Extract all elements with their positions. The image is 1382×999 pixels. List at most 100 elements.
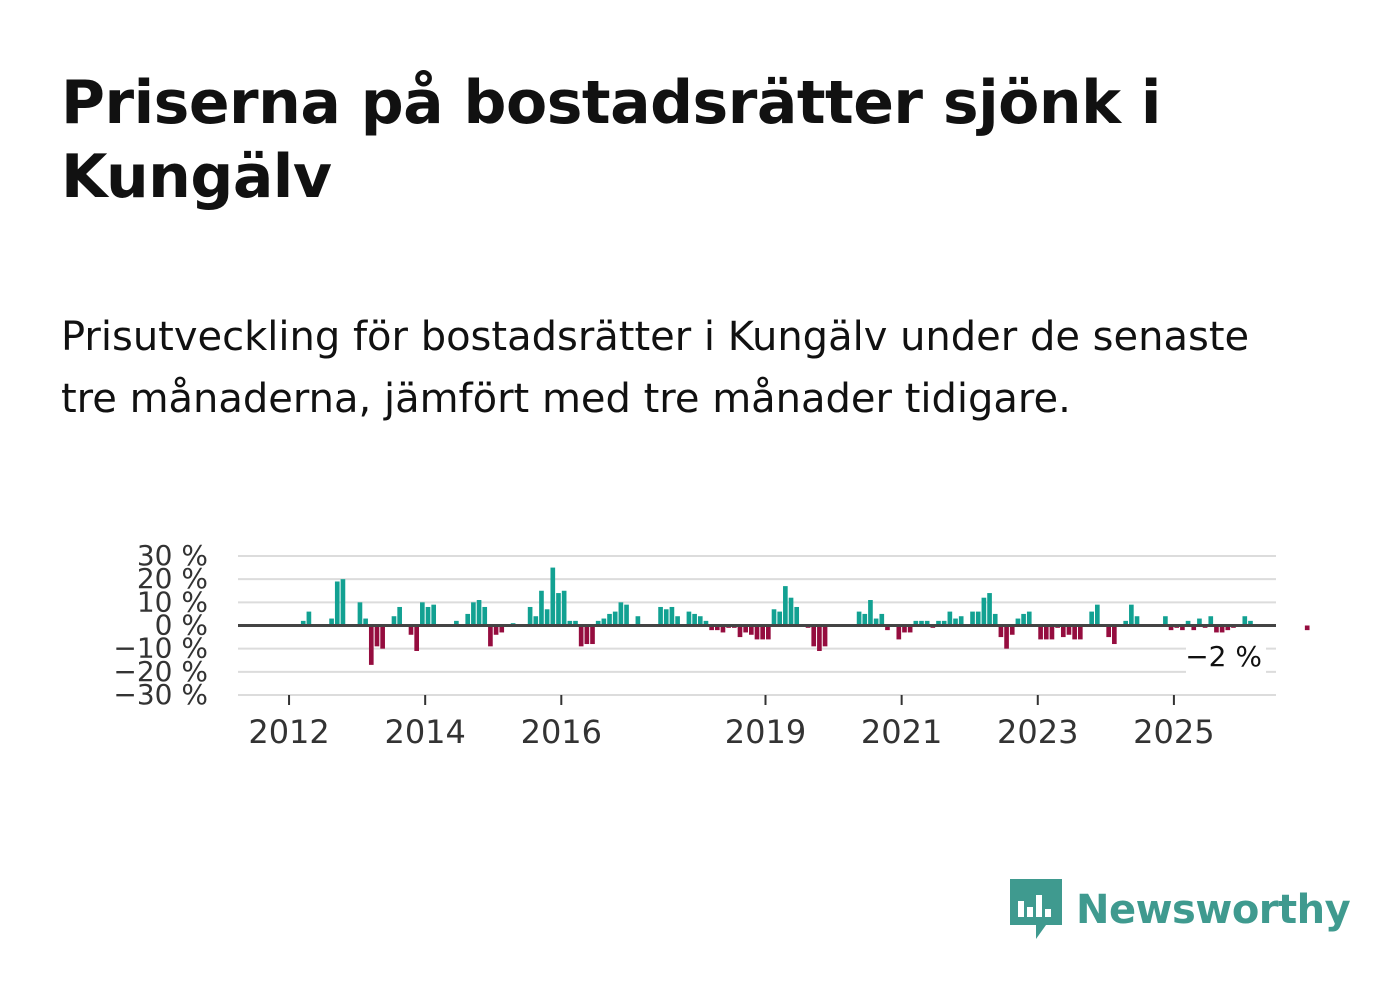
bar [879, 613, 885, 626]
bar [1043, 625, 1049, 640]
bar [692, 613, 697, 626]
bar [493, 625, 499, 635]
bar [1134, 616, 1140, 626]
bar [885, 625, 890, 631]
bar [958, 616, 964, 626]
bar [561, 590, 567, 626]
bar [1129, 604, 1134, 626]
bar [992, 613, 998, 626]
bar [635, 616, 641, 626]
bar [340, 579, 346, 626]
bar [357, 602, 363, 626]
bar [941, 620, 947, 626]
bar [471, 602, 476, 626]
bar [1242, 616, 1248, 626]
bar [527, 606, 533, 626]
bar [1248, 620, 1253, 626]
bar [539, 590, 544, 626]
bar [607, 613, 612, 626]
bar [425, 606, 431, 626]
x-tick-label: 2025 [1133, 713, 1214, 751]
bar [454, 620, 459, 626]
bar [783, 586, 788, 626]
bar [1072, 625, 1077, 640]
bar [998, 625, 1004, 638]
bar [1106, 625, 1111, 638]
bar [1026, 611, 1032, 626]
bar [584, 625, 590, 645]
x-tick-label: 2012 [248, 713, 329, 751]
bar [374, 625, 380, 647]
bar [766, 625, 771, 640]
bar [822, 625, 828, 647]
bar [936, 620, 941, 626]
bar [612, 611, 618, 626]
bar [697, 616, 703, 626]
bar [1015, 618, 1021, 626]
bar [856, 611, 862, 626]
bar [414, 625, 419, 651]
bar [1219, 625, 1225, 633]
bar [618, 602, 624, 626]
bar [329, 618, 334, 626]
bar [686, 611, 692, 626]
newsworthy-logo: Newsworthy [1010, 878, 1351, 942]
bar [902, 625, 907, 633]
bar [675, 616, 680, 626]
bar [397, 606, 402, 626]
bar [465, 613, 471, 626]
bar [544, 609, 550, 626]
bar [1049, 625, 1055, 640]
bar [1112, 625, 1117, 645]
bar [601, 618, 607, 626]
bar [919, 620, 924, 626]
bar [476, 600, 482, 626]
chart-subtitle: Prisutveckling för bostadsrätter i Kungä… [61, 314, 1250, 422]
bar [368, 625, 374, 665]
bar [578, 625, 584, 647]
bar [788, 597, 794, 626]
bar [1214, 625, 1219, 633]
bar [981, 597, 987, 626]
bar [624, 604, 629, 626]
bar [1197, 618, 1202, 626]
bar [420, 602, 425, 626]
bar [391, 616, 397, 626]
newsworthy-logo-icon [1010, 879, 1062, 939]
bar [970, 611, 975, 626]
bar [794, 606, 800, 626]
bar [669, 606, 675, 626]
bar [953, 618, 958, 626]
bar [380, 625, 385, 649]
y-tick-label: −30 % [113, 678, 208, 711]
bar [975, 611, 981, 626]
bar [1009, 625, 1015, 635]
x-tick-label: 2023 [997, 713, 1078, 751]
y-tick-label: −10 % [113, 632, 208, 665]
y-tick-label: 10 % [137, 585, 208, 618]
bar [811, 625, 817, 647]
x-tick-label: 2021 [861, 713, 942, 751]
bar [987, 593, 992, 626]
x-tick-label: 2019 [725, 713, 806, 751]
bar [556, 593, 561, 626]
bar [1168, 625, 1174, 631]
bar [1191, 625, 1197, 631]
bar [947, 611, 953, 626]
grid-lines [238, 555, 1276, 696]
bar [907, 625, 913, 633]
bar [1038, 625, 1043, 640]
y-tick-label: 0 % [155, 609, 208, 642]
bar [1077, 625, 1083, 640]
bar [488, 625, 493, 647]
chart-title: Priserna på bostadsrätter sjönk i Kungäl… [61, 68, 1161, 212]
bar [754, 625, 760, 640]
bar [499, 625, 505, 633]
bar [567, 620, 573, 626]
bar [703, 620, 709, 626]
bar [720, 625, 726, 633]
bar [1123, 620, 1129, 626]
x-tick-label: 2014 [384, 713, 465, 751]
bar [482, 606, 488, 626]
annotation-background [1186, 640, 1266, 674]
